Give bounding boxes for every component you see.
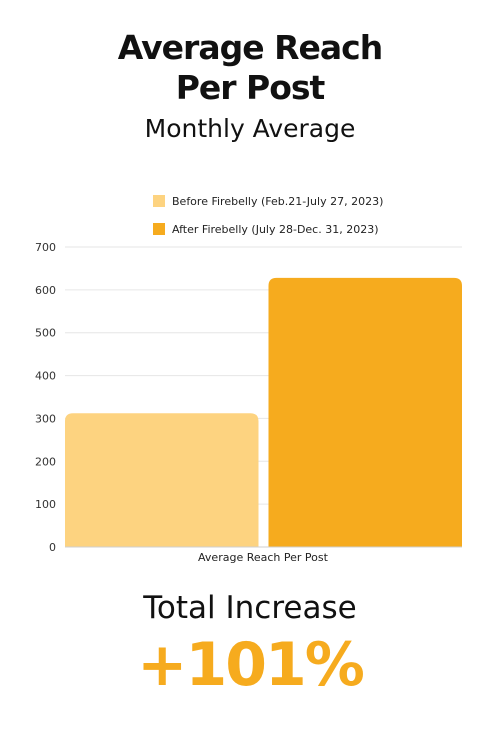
bar-before xyxy=(65,413,259,547)
legend-swatch-before xyxy=(153,195,165,207)
y-tick-label: 300 xyxy=(35,412,56,425)
legend-item-before: Before Firebelly (Feb.21-July 27, 2023) xyxy=(153,194,383,208)
legend-label-after: After Firebelly (July 28-Dec. 31, 2023) xyxy=(172,222,379,236)
legend-item-after: After Firebelly (July 28-Dec. 31, 2023) xyxy=(153,222,379,236)
y-tick-label: 700 xyxy=(35,241,56,254)
total-increase-label: Total Increase xyxy=(143,590,357,626)
y-tick-label: 0 xyxy=(49,541,56,554)
bar-after xyxy=(268,277,462,547)
subtitle: Monthly Average xyxy=(144,114,356,143)
legend-swatch-after xyxy=(153,223,165,235)
title-line-1: Average Reach xyxy=(117,28,383,67)
y-tick-label: 600 xyxy=(35,284,56,297)
title-line-2: Per Post xyxy=(175,68,326,107)
x-category-label: Average Reach Per Post xyxy=(198,551,329,564)
y-tick-label: 100 xyxy=(35,498,56,511)
y-tick-label: 200 xyxy=(35,455,56,468)
bar-chart: 0 100 200 300 400 500 600 700 Average Reach Per … xyxy=(35,241,462,564)
y-tick-label: 500 xyxy=(35,327,56,340)
y-tick-label: 400 xyxy=(35,370,56,383)
total-increase-value: +101% xyxy=(137,630,365,700)
legend-label-before: Before Firebelly (Feb.21-July 27, 2023) xyxy=(172,194,384,208)
